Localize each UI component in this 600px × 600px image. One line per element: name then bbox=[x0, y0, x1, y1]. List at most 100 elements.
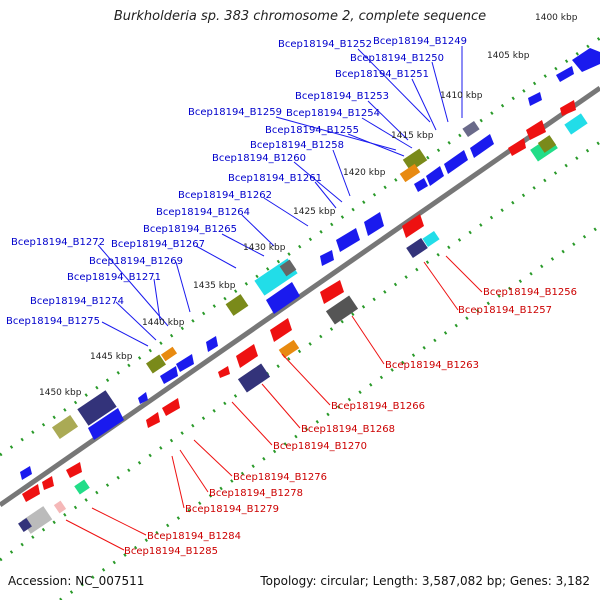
gene-box[interactable] bbox=[462, 120, 480, 138]
gene-label-upper[interactable]: Bcep18194_B1261 bbox=[228, 173, 322, 184]
gene-box[interactable] bbox=[51, 415, 79, 439]
kbp-tick-label: 1405 kbp bbox=[487, 51, 530, 61]
gene-box[interactable] bbox=[325, 295, 359, 325]
gene-label-upper[interactable]: Bcep18194_B1274 bbox=[30, 296, 124, 307]
gene-label-upper[interactable]: Bcep18194_B1272 bbox=[11, 237, 105, 248]
gene-label-lower[interactable]: Bcep18194_B1279 bbox=[185, 504, 279, 515]
gene-arrow[interactable] bbox=[572, 48, 600, 72]
gene-arrow[interactable] bbox=[20, 466, 32, 480]
gene-arrow[interactable] bbox=[206, 336, 218, 352]
gene-label-upper[interactable]: Bcep18194_B1250 bbox=[350, 53, 444, 64]
gene-box[interactable] bbox=[160, 346, 178, 362]
gene-label-upper[interactable]: Bcep18194_B1275 bbox=[6, 316, 100, 327]
gene-label-lower[interactable]: Bcep18194_B1268 bbox=[301, 424, 395, 435]
gene-arrow[interactable] bbox=[138, 392, 148, 404]
gene-label-lower[interactable]: Bcep18194_B1257 bbox=[458, 305, 552, 316]
gene-box[interactable] bbox=[406, 237, 428, 259]
gene-label-upper[interactable]: Bcep18194_B1255 bbox=[265, 125, 359, 136]
gene-box[interactable] bbox=[53, 500, 67, 514]
gene-arrow[interactable] bbox=[336, 228, 360, 252]
gene-label-lower[interactable]: Bcep18194_B1284 bbox=[147, 531, 241, 542]
gene-label-upper[interactable]: Bcep18194_B1260 bbox=[212, 153, 306, 164]
gene-label-lower[interactable]: Bcep18194_B1276 bbox=[233, 472, 327, 483]
gene-box[interactable] bbox=[537, 135, 557, 153]
gene-box[interactable] bbox=[402, 148, 428, 172]
gene-label-upper[interactable]: Bcep18194_B1269 bbox=[89, 256, 183, 267]
leader-line bbox=[431, 61, 449, 123]
gene-arrow[interactable] bbox=[414, 178, 428, 192]
gene-box[interactable] bbox=[77, 390, 117, 426]
leader-line bbox=[179, 449, 209, 493]
gene-box[interactable] bbox=[146, 354, 166, 374]
leader-line bbox=[193, 439, 233, 477]
gene-box[interactable] bbox=[279, 259, 297, 277]
gene-box[interactable] bbox=[18, 518, 32, 532]
leader-line bbox=[411, 78, 437, 131]
gene-label-upper[interactable]: Bcep18194_B1262 bbox=[178, 190, 272, 201]
gene-arrow[interactable] bbox=[470, 134, 494, 158]
gene-arrow[interactable] bbox=[236, 344, 258, 368]
gene-label-upper[interactable]: Bcep18194_B1267 bbox=[111, 239, 205, 250]
gene-box[interactable] bbox=[278, 339, 300, 359]
gene-label-upper[interactable]: Bcep18194_B1251 bbox=[335, 69, 429, 80]
gene-box[interactable] bbox=[237, 363, 271, 393]
gene-arrow[interactable] bbox=[320, 250, 334, 266]
gene-arrow[interactable] bbox=[146, 412, 160, 428]
gene-arrow[interactable] bbox=[160, 366, 178, 384]
gene-box[interactable] bbox=[399, 163, 421, 183]
leader-line bbox=[241, 214, 275, 247]
gene-label-upper[interactable]: Bcep18194_B1258 bbox=[250, 140, 344, 151]
upper-ruler bbox=[0, 36, 600, 457]
gene-label-lower[interactable]: Bcep18194_B1270 bbox=[273, 441, 367, 452]
gene-arrow[interactable] bbox=[444, 150, 468, 174]
gene-label-upper[interactable]: Bcep18194_B1252 bbox=[278, 39, 372, 50]
gene-box[interactable] bbox=[225, 294, 249, 316]
gene-arrow[interactable] bbox=[176, 354, 194, 372]
gene-box[interactable] bbox=[422, 230, 440, 248]
leader-line bbox=[314, 181, 337, 209]
leader-line bbox=[153, 278, 161, 321]
accession-label: Accession: NC_007511 bbox=[8, 574, 145, 588]
gene-label-upper[interactable]: Bcep18194_B1259 bbox=[188, 107, 282, 118]
gene-arrow[interactable] bbox=[42, 476, 54, 490]
forward-genes bbox=[20, 48, 600, 480]
gene-box[interactable] bbox=[564, 113, 588, 135]
gene-label-upper[interactable]: Bcep18194_B1254 bbox=[286, 108, 380, 119]
leader-line bbox=[195, 245, 237, 269]
gene-arrow[interactable] bbox=[66, 462, 82, 478]
gene-arrow[interactable] bbox=[364, 212, 384, 236]
kbp-tick-label: 1425 kbp bbox=[293, 207, 336, 217]
gene-arrow[interactable] bbox=[22, 484, 40, 502]
outer-lower-ruler bbox=[0, 140, 600, 562]
gene-arrow[interactable] bbox=[266, 282, 300, 314]
kbp-tick-label: 1400 kbp bbox=[535, 13, 578, 23]
upper-leader-lines bbox=[97, 46, 463, 347]
leader-line bbox=[332, 149, 351, 197]
gene-arrow[interactable] bbox=[556, 66, 574, 82]
gene-arrow[interactable] bbox=[402, 214, 424, 238]
gene-arrow[interactable] bbox=[88, 408, 124, 440]
gene-arrow[interactable] bbox=[560, 100, 576, 116]
gene-label-lower[interactable]: Bcep18194_B1285 bbox=[124, 546, 218, 557]
genome-summary: Topology: circular; Length: 3,587,082 bp… bbox=[260, 574, 590, 588]
gene-label-upper[interactable]: Bcep18194_B1265 bbox=[143, 224, 237, 235]
gene-label-upper[interactable]: Bcep18194_B1264 bbox=[156, 207, 250, 218]
leader-line bbox=[351, 315, 385, 365]
gene-arrow[interactable] bbox=[162, 398, 180, 416]
gene-label-lower[interactable]: Bcep18194_B1266 bbox=[331, 401, 425, 412]
gene-label-upper[interactable]: Bcep18194_B1253 bbox=[295, 91, 389, 102]
gene-arrow[interactable] bbox=[270, 318, 292, 342]
gene-label-lower[interactable]: Bcep18194_B1256 bbox=[483, 287, 577, 298]
gene-arrow[interactable] bbox=[218, 366, 230, 378]
gene-box[interactable] bbox=[74, 479, 90, 495]
gene-arrow[interactable] bbox=[528, 92, 542, 106]
gene-arrow[interactable] bbox=[508, 138, 526, 156]
gene-arrow[interactable] bbox=[320, 280, 344, 304]
gene-label-upper[interactable]: Bcep18194_B1249 bbox=[373, 36, 467, 47]
gene-label-upper[interactable]: Bcep18194_B1271 bbox=[67, 272, 161, 283]
gene-label-lower[interactable]: Bcep18194_B1278 bbox=[209, 488, 303, 499]
gene-arrow[interactable] bbox=[526, 120, 546, 140]
gene-label-lower[interactable]: Bcep18194_B1263 bbox=[385, 360, 479, 371]
gene-arrow[interactable] bbox=[426, 166, 444, 186]
